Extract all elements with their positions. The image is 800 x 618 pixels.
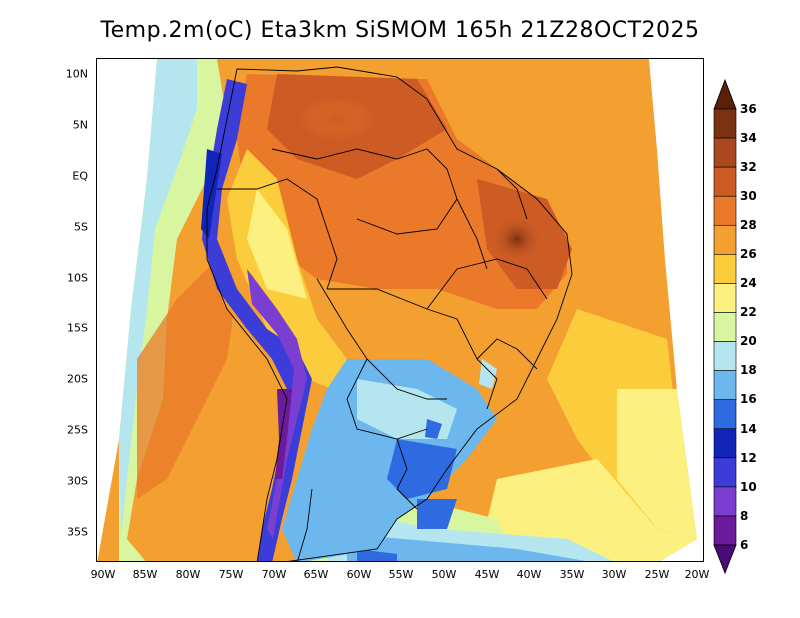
lat-label-5s: 5S — [74, 220, 88, 234]
colorbar-label-28: 28 — [740, 218, 757, 232]
colorbar-label-10: 10 — [740, 480, 757, 494]
colorbar-label-36: 36 — [740, 102, 757, 116]
lon-label-50w: 50W — [431, 568, 457, 581]
lon-label-30w: 30W — [601, 568, 627, 581]
lon-label-80w: 80W — [175, 568, 201, 581]
lon-label-90w: 90W — [90, 568, 116, 581]
colorbar-bin — [713, 399, 737, 430]
lon-label-45w: 45W — [474, 568, 500, 581]
lat-label-35s: 35S — [67, 525, 88, 539]
colorbar-bin — [713, 254, 737, 284]
colorbar-label-30: 30 — [740, 189, 757, 203]
colorbar-bottom-arrow — [713, 544, 737, 575]
colorbar-bin — [713, 370, 737, 401]
colorbar-top-arrow — [713, 78, 737, 110]
colorbar-label-34: 34 — [740, 131, 757, 145]
lat-label-25s: 25S — [67, 423, 88, 437]
colorbar — [713, 78, 737, 575]
lat-label-10n: 10N — [65, 67, 88, 81]
colorbar-label-14: 14 — [740, 422, 757, 436]
colorbar-label-26: 26 — [740, 247, 757, 261]
colorbar-label-24: 24 — [740, 276, 757, 290]
lon-label-20w: 20W — [684, 568, 710, 581]
colorbar-bin — [713, 224, 737, 255]
lon-label-55w: 55W — [388, 568, 414, 581]
colorbar-label-20: 20 — [740, 334, 757, 348]
colorbar-label-22: 22 — [740, 305, 757, 319]
colorbar-bin — [713, 137, 737, 168]
colorbar-bin — [713, 428, 737, 459]
colorbar-bin — [713, 486, 737, 517]
colorbar-label-6: 6 — [740, 538, 749, 552]
lon-label-35w: 35W — [559, 568, 585, 581]
colorbar-bin — [713, 195, 737, 226]
colorbar-label-8: 8 — [740, 509, 749, 523]
lat-label-10s: 10S — [67, 271, 88, 285]
lon-label-75w: 75W — [218, 568, 244, 581]
colorbar-bin — [713, 515, 737, 546]
lon-label-70w: 70W — [261, 568, 287, 581]
colorbar-bin — [713, 108, 737, 139]
colorbar-bin — [713, 341, 737, 371]
temperature-map — [96, 58, 704, 562]
colorbar-label-12: 12 — [740, 451, 757, 465]
colorbar-label-16: 16 — [740, 392, 757, 406]
lon-label-60w: 60W — [346, 568, 372, 581]
colorbar-label-18: 18 — [740, 363, 757, 377]
lat-label-15s: 15S — [67, 321, 88, 335]
colorbar-label-32: 32 — [740, 160, 757, 174]
lat-label-5n: 5N — [72, 118, 88, 132]
lat-label-eq: EQ — [72, 169, 88, 183]
lon-label-85w: 85W — [132, 568, 158, 581]
colorbar-bin — [713, 457, 737, 488]
lon-label-25w: 25W — [644, 568, 670, 581]
lon-label-65w: 65W — [303, 568, 329, 581]
lat-label-20s: 20S — [67, 372, 88, 386]
colorbar-bin — [713, 166, 737, 197]
lon-label-40w: 40W — [516, 568, 542, 581]
lat-label-30s: 30S — [67, 474, 88, 488]
map-title: Temp.2m(oC) Eta3km SiSMOM 165h 21Z28OCT2… — [100, 18, 700, 43]
colorbar-bin — [713, 312, 737, 342]
colorbar-bin — [713, 283, 737, 313]
map-canvas — [97, 59, 703, 561]
